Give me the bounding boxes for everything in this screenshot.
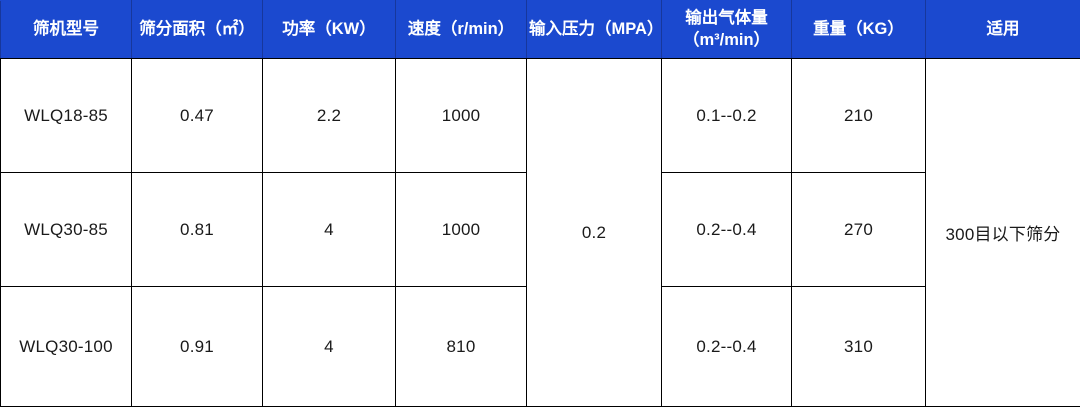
cell-screening-area: 0.81 — [131, 172, 263, 287]
cell-power: 2.2 — [262, 58, 396, 173]
table-row: WLQ30-85 0.81 4 1000 0.2--0.4 270 — [0, 172, 1080, 287]
cell-power: 4 — [262, 286, 396, 407]
cell-output-gas-volume: 0.2--0.4 — [661, 172, 792, 287]
column-header-speed: 速度（r/min） — [395, 0, 527, 59]
cell-screening-area: 0.47 — [131, 58, 263, 173]
cell-weight: 210 — [791, 58, 926, 173]
column-header-screening-area-label: 筛分面积（㎡） — [139, 19, 255, 38]
column-header-weight: 重量（KG） — [791, 0, 926, 59]
header-row: 筛机型号 筛分面积（㎡） 功率（KW） 速度（r/min） 输入压力（MPA） … — [0, 0, 1080, 59]
column-header-application-label: 适用 — [986, 19, 1020, 38]
cell-model: WLQ18-85 — [0, 58, 132, 173]
cell-weight: 310 — [791, 286, 926, 407]
cell-speed: 1000 — [395, 58, 527, 173]
column-header-power: 功率（KW） — [262, 0, 396, 59]
column-header-output-gas-volume: 输出气体量 （m³/min） — [661, 0, 792, 59]
column-header-screening-area: 筛分面积（㎡） — [131, 0, 263, 59]
cell-output-gas-volume: 0.1--0.2 — [661, 58, 792, 173]
column-header-output-gas-volume-unit: （m³/min） — [682, 30, 771, 49]
table-header: 筛机型号 筛分面积（㎡） 功率（KW） 速度（r/min） 输入压力（MPA） … — [0, 0, 1080, 59]
table-row: WLQ30-100 0.91 4 810 0.2--0.4 310 — [0, 286, 1080, 407]
column-header-application: 适用 — [925, 0, 1080, 59]
column-header-output-gas-volume-label: 输出气体量 — [685, 9, 768, 28]
table-body: WLQ18-85 0.47 2.2 1000 0.2 0.1--0.2 210 … — [0, 58, 1080, 407]
cell-output-gas-volume: 0.2--0.4 — [661, 286, 792, 407]
column-header-speed-label: 速度（r/min） — [407, 19, 515, 38]
column-header-model: 筛机型号 — [0, 0, 132, 59]
column-header-input-pressure: 输入压力（MPA） — [526, 0, 664, 59]
cell-weight: 270 — [791, 172, 926, 287]
column-header-weight-label: 重量（KG） — [813, 19, 904, 38]
cell-power: 4 — [262, 172, 396, 287]
cell-model: WLQ30-100 — [0, 286, 132, 407]
cell-screening-area: 0.91 — [131, 286, 263, 407]
column-header-input-pressure-label: 输入压力（MPA） — [529, 19, 664, 38]
cell-speed: 810 — [395, 286, 527, 407]
column-header-model-label: 筛机型号 — [33, 19, 99, 38]
table-row: WLQ18-85 0.47 2.2 1000 0.2 0.1--0.2 210 … — [0, 58, 1080, 407]
cell-input-pressure-merged: 0.2 — [526, 58, 662, 407]
cell-model: WLQ30-85 — [0, 172, 132, 287]
cell-application-merged: 300目以下筛分 — [925, 58, 1080, 407]
cell-speed: 1000 — [395, 172, 527, 287]
column-header-power-label: 功率（KW） — [282, 19, 376, 38]
